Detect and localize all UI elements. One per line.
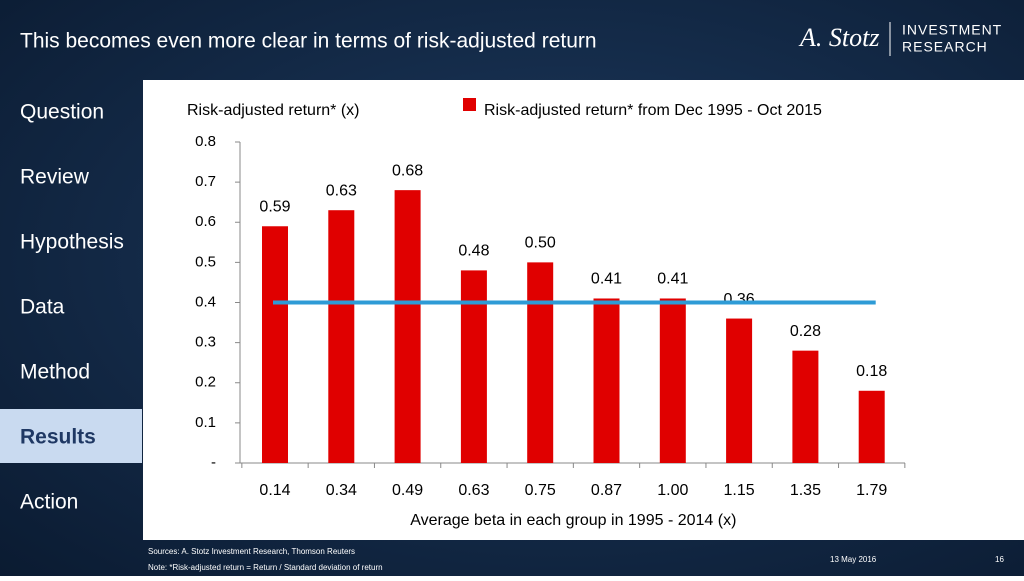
x-axis-label: Average beta in each group in 1995 - 201…	[410, 512, 736, 529]
y-tick-label: 0.5	[195, 253, 216, 270]
x-tick-label: 0.14	[259, 482, 290, 499]
y-tick-label: 0.8	[195, 133, 216, 150]
x-tick-label: 1.15	[724, 482, 755, 499]
data-label: 0.41	[657, 271, 688, 288]
nav-highlight	[0, 409, 142, 463]
logo-text: RESEARCH	[902, 39, 988, 55]
x-tick-label: 0.34	[326, 482, 357, 499]
y-tick-label: 0.4	[195, 293, 216, 310]
data-label: 0.18	[856, 363, 887, 380]
nav-item[interactable]: Results	[20, 426, 96, 449]
date: 13 May 2016	[830, 555, 877, 564]
logo-signature: A. Stotz	[798, 23, 879, 52]
note: Note: *Risk-adjusted return = Return / S…	[148, 563, 383, 572]
bar	[262, 226, 288, 463]
data-label: 0.36	[724, 291, 755, 308]
bar	[394, 190, 421, 463]
nav-item[interactable]: Data	[20, 296, 65, 319]
nav-item[interactable]: Hypothesis	[20, 231, 124, 254]
slide-title: This becomes even more clear in terms of…	[20, 30, 597, 53]
bar	[858, 390, 885, 463]
nav-item[interactable]: Review	[20, 166, 90, 189]
y-tick-label: -	[211, 454, 216, 471]
x-tick-label: 0.49	[392, 482, 423, 499]
data-label: 0.41	[591, 271, 622, 288]
bar	[328, 210, 355, 463]
bar	[792, 350, 819, 463]
page-number: 16	[995, 555, 1004, 564]
bar	[659, 298, 686, 463]
nav-item[interactable]: Method	[20, 361, 90, 384]
x-tick-label: 1.35	[790, 482, 821, 499]
data-label: 0.50	[525, 235, 556, 252]
x-tick-label: 1.79	[856, 482, 887, 499]
logo-text: INVESTMENT	[902, 22, 1002, 38]
sources: Sources: A. Stotz Investment Research, T…	[148, 547, 355, 556]
data-label: 0.28	[790, 323, 821, 340]
navigation: Question Review Hypothesis Data Method Result…	[0, 101, 142, 514]
y-tick-label: 0.3	[195, 334, 216, 351]
y-tick-label: 0.7	[195, 173, 216, 190]
bar	[460, 270, 487, 463]
x-tick-label: 0.75	[525, 482, 556, 499]
bar	[726, 318, 753, 463]
y-tick-label: 0.2	[195, 374, 216, 391]
x-tick-label: 0.87	[591, 482, 622, 499]
y-axis-label: Risk-adjusted return* (x)	[187, 102, 360, 119]
y-tick-label: 0.6	[195, 213, 216, 230]
bar	[527, 262, 554, 463]
chart: Risk-adjusted return* (x) Average beta in…	[187, 98, 906, 529]
y-tick-label: 0.1	[195, 414, 216, 431]
data-label: 0.59	[259, 198, 290, 215]
data-label: 0.63	[326, 182, 357, 199]
legend-swatch	[463, 98, 476, 111]
x-tick-label: 1.00	[657, 482, 688, 499]
nav-item[interactable]: Action	[20, 491, 78, 514]
data-label: 0.48	[458, 243, 489, 260]
x-tick-label: 0.63	[458, 482, 489, 499]
nav-item[interactable]: Question	[20, 101, 104, 124]
data-label: 0.68	[392, 162, 423, 179]
legend-label: Risk-adjusted return* from Dec 1995 - Oc…	[484, 102, 822, 119]
bar	[593, 298, 620, 463]
